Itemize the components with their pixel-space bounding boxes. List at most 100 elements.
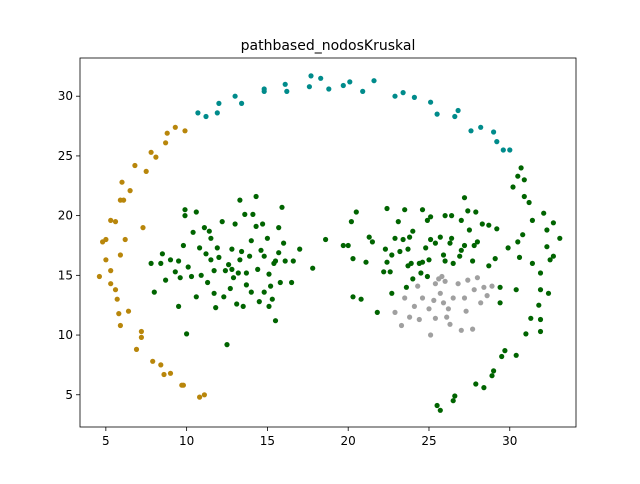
- data-point: [513, 287, 519, 293]
- data-point: [211, 290, 217, 296]
- data-point: [208, 257, 214, 263]
- data-point: [428, 214, 434, 220]
- data-point: [432, 315, 438, 321]
- data-point: [176, 303, 182, 309]
- data-point: [515, 173, 521, 179]
- data-point: [248, 238, 254, 244]
- data-point: [350, 256, 356, 262]
- data-point: [529, 217, 536, 223]
- data-point: [308, 73, 314, 79]
- data-point: [481, 385, 487, 391]
- data-point: [261, 253, 267, 259]
- data-point: [419, 259, 426, 265]
- data-point: [235, 270, 241, 276]
- data-point: [463, 308, 469, 314]
- data-point: [529, 260, 536, 266]
- data-point: [255, 266, 261, 272]
- data-point: [242, 211, 248, 217]
- data-point: [243, 270, 249, 276]
- data-point: [234, 301, 240, 307]
- data-point: [486, 263, 492, 269]
- data-point: [227, 285, 233, 292]
- data-point: [172, 269, 178, 275]
- data-point: [457, 253, 463, 259]
- data-point: [537, 328, 544, 335]
- data-point: [197, 394, 203, 400]
- data-point: [148, 149, 154, 155]
- data-point: [500, 147, 506, 153]
- data-point: [358, 296, 364, 302]
- data-point: [116, 311, 122, 317]
- data-point: [536, 302, 542, 308]
- data-point: [392, 235, 398, 241]
- data-point: [445, 306, 451, 312]
- data-point: [489, 373, 495, 379]
- data-point: [350, 294, 356, 300]
- data-point: [180, 382, 186, 388]
- data-point: [526, 199, 532, 206]
- data-point: [224, 342, 230, 348]
- data-point: [185, 264, 191, 270]
- data-point: [494, 139, 500, 145]
- data-point: [279, 204, 285, 210]
- data-point: [403, 284, 409, 290]
- data-point: [266, 271, 272, 277]
- data-point: [222, 268, 228, 274]
- data-point: [466, 227, 472, 233]
- data-point: [182, 207, 188, 213]
- data-point: [491, 368, 497, 374]
- data-point: [108, 217, 114, 223]
- data-point: [256, 299, 262, 305]
- data-point: [203, 113, 209, 120]
- x-tick-label: 15: [260, 434, 275, 448]
- data-point: [505, 245, 511, 251]
- data-point: [119, 179, 125, 185]
- data-point: [260, 221, 266, 227]
- data-point: [237, 197, 243, 203]
- data-point: [138, 334, 144, 340]
- data-point: [133, 346, 140, 352]
- data-point: [447, 240, 453, 246]
- data-point: [172, 124, 178, 130]
- data-point: [410, 276, 416, 282]
- data-point: [452, 113, 458, 120]
- data-point: [96, 273, 102, 280]
- data-point: [122, 236, 128, 243]
- data-point: [434, 402, 440, 409]
- data-point: [232, 221, 238, 227]
- data-point: [537, 270, 544, 276]
- series-3: [392, 273, 495, 338]
- data-point: [407, 314, 413, 320]
- data-point: [449, 213, 455, 219]
- data-point: [221, 294, 227, 300]
- data-point: [444, 314, 450, 320]
- data-point: [468, 128, 474, 134]
- data-point: [340, 82, 346, 89]
- data-point: [516, 254, 523, 260]
- data-point: [424, 273, 430, 280]
- data-point: [272, 318, 279, 324]
- data-point: [282, 258, 288, 264]
- data-point: [428, 332, 434, 338]
- y-axis: 5 10 15 20 25 30: [58, 89, 80, 402]
- data-point: [419, 207, 426, 213]
- data-point: [326, 86, 332, 92]
- data-point: [557, 235, 563, 241]
- data-point: [521, 177, 527, 183]
- data-point: [258, 247, 264, 253]
- data-point: [261, 289, 267, 295]
- data-point: [229, 266, 235, 272]
- data-point: [112, 287, 119, 293]
- data-point: [381, 269, 387, 275]
- data-point: [442, 278, 448, 284]
- data-point: [458, 247, 464, 253]
- data-point: [216, 254, 222, 260]
- data-point: [281, 240, 287, 246]
- data-point: [253, 223, 259, 229]
- data-point: [269, 296, 275, 302]
- data-point: [502, 348, 508, 354]
- data-point: [491, 129, 497, 135]
- data-point: [161, 371, 167, 378]
- data-point: [163, 140, 169, 146]
